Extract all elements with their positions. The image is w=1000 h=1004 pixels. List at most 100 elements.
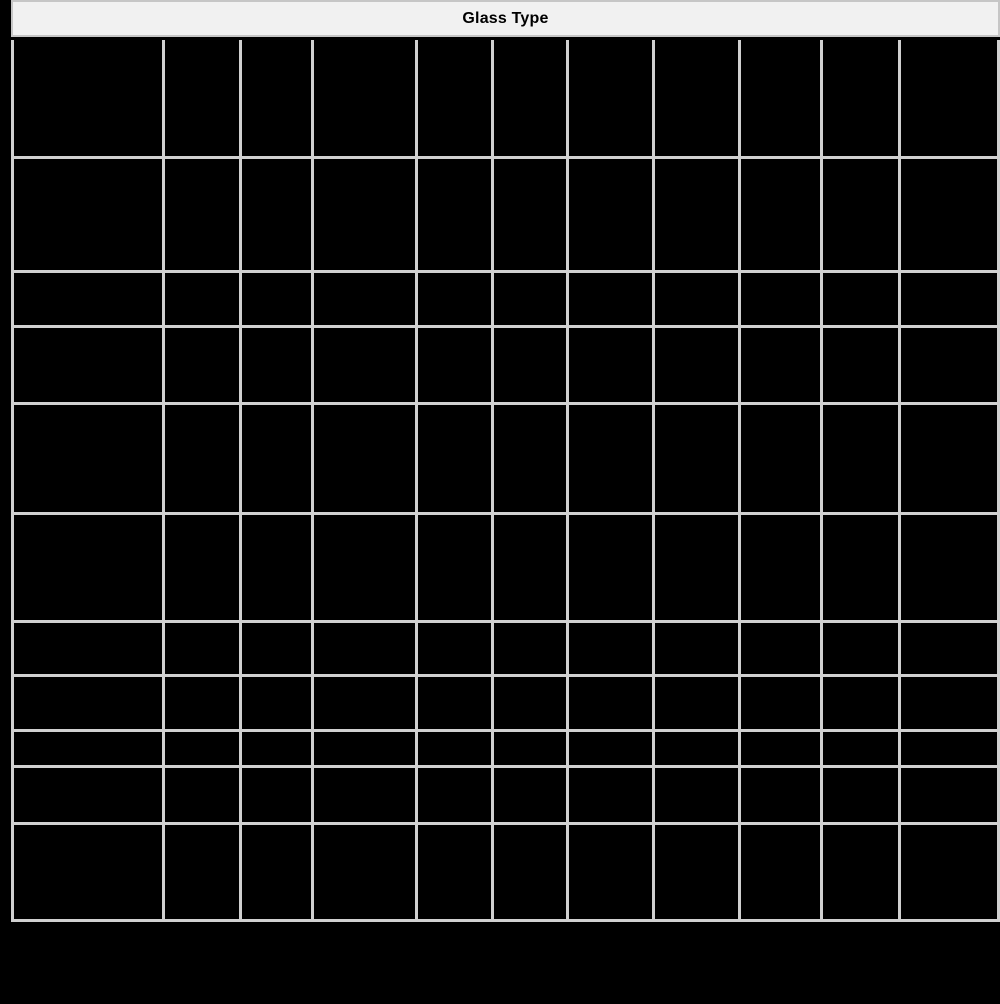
grid-cell-r1-c9 [741,40,820,156]
grid-cell-r9-c5 [418,732,491,765]
grid-cell-r11-c7 [569,825,652,919]
grid-cell-r2-c2 [165,159,239,270]
glass-type-panel: Glass Type [11,0,1000,922]
grid-cell-r11-c9 [741,825,820,919]
grid-cell-r5-c4 [314,405,415,512]
grid-cell-r4-c3 [242,328,311,402]
grid-cell-r5-c6 [494,405,566,512]
grid-cell-r8-c10 [823,677,898,729]
grid-cell-r3-c10 [823,273,898,325]
grid-cell-r6-c9 [741,515,820,620]
grid-cell-r3-c8 [655,273,738,325]
grid-cell-r11-c11 [901,825,997,919]
grid-cell-r4-c10 [823,328,898,402]
grid-cell-r3-c7 [569,273,652,325]
grid-cell-r7-c9 [741,623,820,674]
grid-cell-r6-c4 [314,515,415,620]
grid-cell-r7-c5 [418,623,491,674]
grid-cell-r10-c8 [655,768,738,822]
grid-cell-r5-c1 [14,405,162,512]
grid-cell-r1-c10 [823,40,898,156]
grid-cell-r4-c6 [494,328,566,402]
grid-cell-r4-c7 [569,328,652,402]
grid-cell-r5-c8 [655,405,738,512]
grid-cell-r7-c8 [655,623,738,674]
grid-cell-r9-c1 [14,732,162,765]
grid-cell-r6-c10 [823,515,898,620]
grid-cell-r5-c11 [901,405,997,512]
grid-cell-r9-c8 [655,732,738,765]
grid-cell-r1-c4 [314,40,415,156]
grid-cell-r5-c7 [569,405,652,512]
grid-cell-r11-c8 [655,825,738,919]
grid-cell-r8-c6 [494,677,566,729]
grid-cell-r8-c2 [165,677,239,729]
grid-cell-r5-c2 [165,405,239,512]
grid-cell-r1-c3 [242,40,311,156]
grid-cell-r7-c4 [314,623,415,674]
grid-cell-r3-c9 [741,273,820,325]
grid-cell-r10-c10 [823,768,898,822]
grid-cell-r1-c8 [655,40,738,156]
grid-cell-r6-c2 [165,515,239,620]
header-title: Glass Type [462,9,549,27]
grid-cell-r2-c5 [418,159,491,270]
grid-cell-r8-c8 [655,677,738,729]
grid-cell-r1-c2 [165,40,239,156]
grid-cell-r11-c5 [418,825,491,919]
grid-cell-r7-c3 [242,623,311,674]
grid-cell-r5-c3 [242,405,311,512]
grid-cell-r1-c7 [569,40,652,156]
grid-cell-r10-c7 [569,768,652,822]
grid-cell-r7-c11 [901,623,997,674]
grid-cell-r8-c5 [418,677,491,729]
grid-cell-r4-c5 [418,328,491,402]
grid-cell-r1-c5 [418,40,491,156]
grid-cell-r8-c11 [901,677,997,729]
grid-cell-r6-c8 [655,515,738,620]
grid-cell-r2-c3 [242,159,311,270]
grid-cell-r7-c6 [494,623,566,674]
grid-cell-r4-c1 [14,328,162,402]
grid-cell-r4-c11 [901,328,997,402]
grid-cell-r2-c9 [741,159,820,270]
grid-cell-r9-c7 [569,732,652,765]
grid-cell-r3-c5 [418,273,491,325]
mosaic-grid [11,40,1000,922]
grid-cell-r10-c3 [242,768,311,822]
grid-cell-r11-c1 [14,825,162,919]
grid-cell-r1-c6 [494,40,566,156]
grid-cell-r6-c11 [901,515,997,620]
grid-cell-r2-c4 [314,159,415,270]
grid-cell-r5-c10 [823,405,898,512]
grid-cell-r5-c9 [741,405,820,512]
grid-cell-r3-c6 [494,273,566,325]
grid-cell-r6-c3 [242,515,311,620]
grid-cell-r9-c9 [741,732,820,765]
grid-cell-r9-c3 [242,732,311,765]
grid-cell-r10-c6 [494,768,566,822]
grid-cell-r8-c4 [314,677,415,729]
glass-type-header[interactable]: Glass Type [11,0,1000,37]
grid-cell-r8-c1 [14,677,162,729]
grid-cell-r8-c9 [741,677,820,729]
grid-cell-r7-c10 [823,623,898,674]
grid-cell-r9-c10 [823,732,898,765]
grid-cell-r5-c5 [418,405,491,512]
grid-cell-r2-c11 [901,159,997,270]
grid-cell-r8-c7 [569,677,652,729]
grid-cell-r4-c2 [165,328,239,402]
grid-cell-r10-c1 [14,768,162,822]
grid-cell-r11-c2 [165,825,239,919]
grid-cell-r1-c1 [14,40,162,156]
grid-cell-r3-c2 [165,273,239,325]
grid-cell-r10-c5 [418,768,491,822]
grid-cell-r6-c5 [418,515,491,620]
grid-cell-r10-c9 [741,768,820,822]
grid-cell-r10-c2 [165,768,239,822]
grid-cell-r9-c4 [314,732,415,765]
grid-cell-r3-c3 [242,273,311,325]
grid-cell-r3-c4 [314,273,415,325]
grid-cell-r11-c6 [494,825,566,919]
grid-cell-r3-c11 [901,273,997,325]
